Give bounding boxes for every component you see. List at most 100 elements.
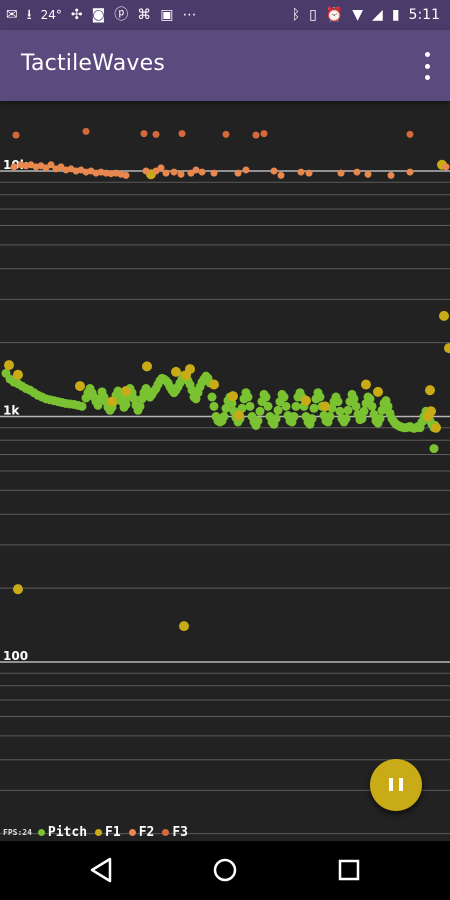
clock-text: 5:11 <box>408 7 440 23</box>
point-f1 <box>75 381 85 392</box>
point-f1 <box>4 360 14 371</box>
point-f1 <box>426 406 436 417</box>
legend-dot <box>128 828 136 836</box>
fps-counter: FPS:24 <box>3 827 32 837</box>
point-f2 <box>364 170 372 178</box>
point-pitch <box>289 412 299 421</box>
point-pitch <box>243 392 253 402</box>
point-f2 <box>277 171 285 179</box>
app-bar: TactileWaves <box>0 30 450 101</box>
pinterest-icon: ⓟ <box>114 7 129 23</box>
pause-icon <box>389 778 393 791</box>
point-f2 <box>337 169 345 177</box>
frequency-plot: 10k1k100 <box>0 101 450 841</box>
point-f1 <box>121 386 131 397</box>
battery-icon: ▮ <box>391 7 400 23</box>
point-f2 <box>122 171 130 179</box>
point-f1 <box>234 410 244 421</box>
pause-icon-bar <box>399 778 403 791</box>
point-pitch <box>263 401 273 411</box>
bluetooth-icon: ᛒ <box>291 7 301 23</box>
point-pitch <box>245 401 255 411</box>
point-f2 <box>234 169 242 177</box>
point-pitch <box>333 397 343 407</box>
y-tick-label: 100 <box>3 649 28 663</box>
point-f2 <box>142 167 150 175</box>
point-pitch <box>335 406 345 416</box>
point-f2 <box>157 164 165 172</box>
point-pitch <box>209 401 219 411</box>
home-icon[interactable] <box>210 855 240 885</box>
point-f1 <box>228 391 238 402</box>
point-f2 <box>177 170 185 178</box>
point-pitch <box>279 392 289 402</box>
point-f2 <box>270 167 278 175</box>
y-tick-label: 1k <box>3 404 20 418</box>
point-f1 <box>107 396 117 407</box>
point-pitch <box>343 405 353 415</box>
point-f1 <box>185 364 195 375</box>
point-pitch <box>207 392 217 402</box>
point-pitch <box>351 401 361 411</box>
pinwheel-icon: ✣ <box>70 7 83 23</box>
point-f2 <box>152 167 160 175</box>
navigation-bar <box>0 841 450 900</box>
point-f2 <box>47 161 55 169</box>
download-icon: ⭳ <box>26 7 32 23</box>
point-pitch <box>375 414 385 424</box>
point-f3 <box>178 130 186 138</box>
point-pitch <box>341 414 351 424</box>
point-pitch <box>383 401 393 411</box>
point-f3 <box>12 131 20 139</box>
point-f3 <box>140 130 148 138</box>
point-f2 <box>10 163 18 171</box>
legend-dot <box>95 828 103 836</box>
point-f3 <box>82 127 90 135</box>
network-icon: ⌘ <box>137 7 152 23</box>
legend-label: Pitch <box>47 824 88 840</box>
legend: FPS:24 Pitch F1 F2 F3 <box>3 822 196 842</box>
point-f1 <box>171 366 181 377</box>
legend-item-pitch: Pitch <box>37 824 88 840</box>
point-f1 <box>320 401 330 412</box>
point-pitch <box>349 394 359 404</box>
point-pitch <box>429 444 439 454</box>
point-f3 <box>252 131 260 139</box>
point-f2 <box>305 169 313 177</box>
point-pitch <box>307 414 317 424</box>
overflow-menu-icon[interactable] <box>422 52 432 80</box>
more-icon: ⋯ <box>182 7 197 23</box>
point-f1 <box>439 310 449 321</box>
point-pitch <box>309 403 319 413</box>
point-f1 <box>209 379 219 390</box>
point-f2 <box>442 163 450 171</box>
point-pitch <box>315 392 325 402</box>
status-bar-right: ᛒ ▯ ⏰ ▼ ◢ ▮ 5:11 <box>292 0 440 30</box>
point-pitch <box>261 392 271 402</box>
temperature-text: 24° <box>40 8 62 22</box>
point-f2 <box>353 168 361 176</box>
point-pitch <box>365 394 375 404</box>
app-title: TactileWaves <box>21 51 166 76</box>
point-pitch <box>291 401 301 411</box>
point-f1 <box>13 584 23 595</box>
point-f2 <box>162 169 170 177</box>
recents-icon[interactable] <box>334 855 364 885</box>
point-pitch <box>325 412 335 421</box>
wifi-icon: ▼ <box>352 7 364 23</box>
pause-button[interactable] <box>370 759 422 811</box>
gmail-icon: ✉ <box>6 7 18 23</box>
point-f1 <box>179 621 189 632</box>
point-pitch <box>227 398 237 408</box>
point-pitch <box>359 406 369 416</box>
point-f1 <box>13 369 23 380</box>
legend-label: F2 <box>138 824 155 840</box>
point-pitch <box>357 414 367 424</box>
alarm-icon: ⏰ <box>325 7 344 23</box>
legend-dot <box>162 828 170 836</box>
back-icon[interactable] <box>86 855 116 885</box>
photo-icon: ▣ <box>160 7 174 23</box>
point-f2 <box>406 168 414 176</box>
point-f2 <box>187 169 195 177</box>
point-f2 <box>170 168 178 176</box>
